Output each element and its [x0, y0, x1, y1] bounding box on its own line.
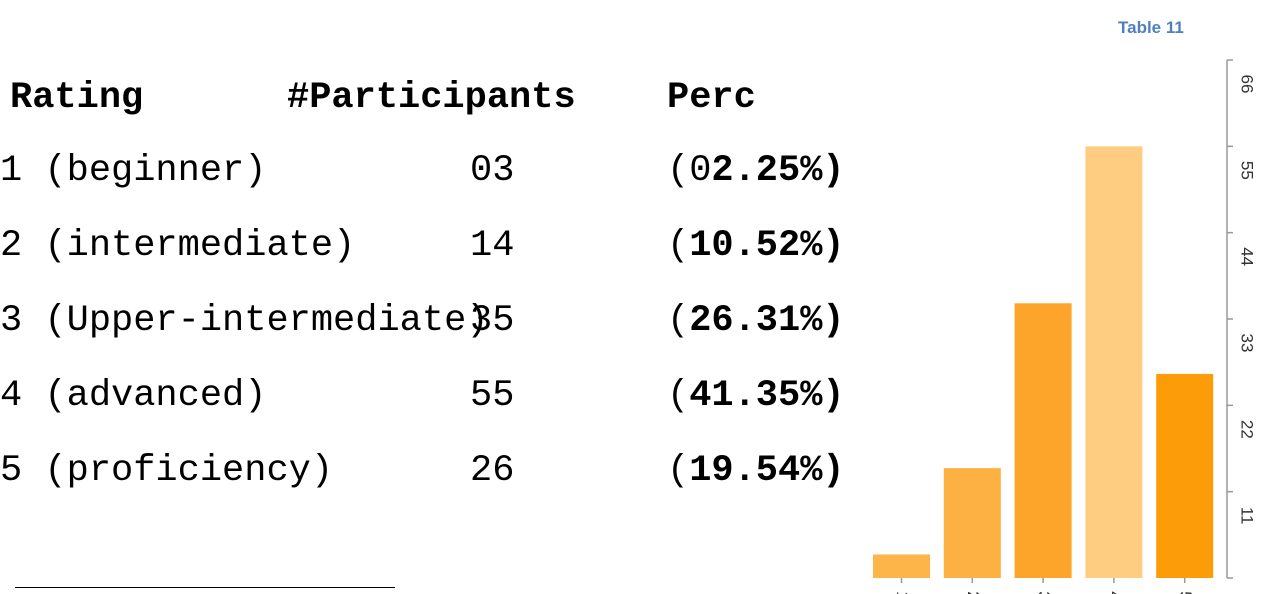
participants-cell: 03: [470, 150, 515, 192]
y-tick-label: 44: [1238, 247, 1257, 266]
bar: [1014, 303, 1072, 578]
footnote-rule: [15, 587, 395, 588]
y-tick-label: 33: [1238, 334, 1257, 353]
percent-cell: (0: [667, 150, 712, 192]
table-caption: Table 11: [1118, 18, 1184, 37]
bar: [1156, 373, 1214, 578]
bar: [943, 468, 1001, 578]
rating-cell: 4 (advanced): [0, 375, 267, 417]
participants-cell: 35: [470, 300, 515, 342]
rating-cell: 1 (beginner): [0, 150, 267, 192]
bar: [1085, 146, 1143, 579]
y-tick-label: 55: [1238, 161, 1257, 180]
percent-cell: 19.54%): [689, 450, 845, 492]
header-cell: #Participants: [287, 77, 576, 119]
y-tick-label: 22: [1238, 420, 1257, 439]
x-tick-label: 3: [1035, 591, 1054, 594]
header-cell: Perc: [667, 80, 756, 117]
header-cell: Rating: [10, 77, 144, 119]
percent-cell: 10.52%): [689, 225, 845, 267]
x-tick-label: 4: [1105, 591, 1124, 594]
x-tick-label: 5: [1176, 591, 1195, 594]
percent-cell: (: [667, 225, 690, 267]
percent-cell: 2.25%): [711, 150, 845, 192]
participants-cell: 26: [470, 450, 515, 492]
participants-cell: 14: [470, 225, 515, 267]
rating-cell: 5 (proficiency): [0, 450, 334, 492]
percent-cell: (: [667, 300, 690, 342]
rating-cell: 3 (Upper-intermediate): [0, 300, 489, 342]
participants-cell: 55: [470, 375, 515, 417]
x-tick-label: 2: [964, 591, 983, 594]
rating-cell: 2 (intermediate): [0, 225, 356, 267]
percent-cell: (: [667, 375, 690, 417]
percent-cell: (: [667, 450, 690, 492]
percent-cell: 41.35%): [689, 375, 845, 417]
y-tick-label: 11: [1238, 507, 1257, 525]
bar: [873, 554, 930, 578]
y-tick-label: 66: [1238, 75, 1257, 94]
x-tick-label: 1: [893, 591, 912, 594]
percent-cell: 26.31%): [689, 300, 845, 342]
